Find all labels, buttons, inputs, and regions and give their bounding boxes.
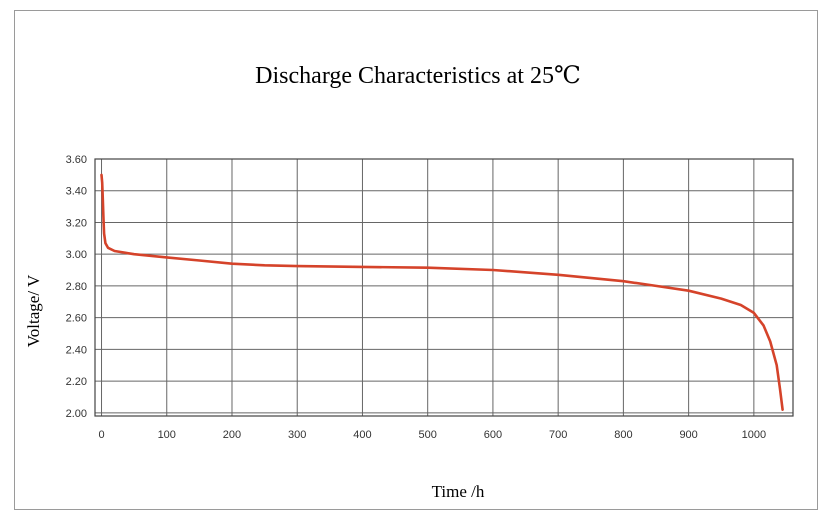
y-tick-label: 2.60 — [66, 313, 87, 325]
x-tick-label: 0 — [98, 429, 104, 441]
x-tick-label: 200 — [223, 429, 241, 441]
grid-lines — [95, 158, 793, 416]
voltage-curve — [100, 173, 784, 411]
y-tick-label: 3.20 — [66, 217, 87, 229]
x-tick-label: 700 — [549, 429, 567, 441]
y-tick-label: 2.20 — [66, 376, 87, 388]
plot-area — [94, 158, 794, 417]
data-series — [100, 173, 784, 411]
x-tick-label: 300 — [288, 429, 306, 441]
chart-frame: Discharge Characteristics at 25℃ 2.00 2.2… — [14, 10, 818, 510]
x-tick-label: 800 — [614, 429, 632, 441]
x-tick-labels: 0 100 200 300 400 500 600 700 800 900 1000 — [98, 429, 766, 441]
y-tick-labels: 2.00 2.20 2.40 2.60 2.80 3.00 3.20 3.40 3.60 — [66, 154, 87, 420]
y-tick-label: 2.80 — [66, 281, 87, 293]
x-axis-label: Time /h — [432, 482, 485, 501]
y-tick-label: 2.00 — [66, 408, 87, 420]
x-tick-label: 400 — [353, 429, 371, 441]
x-tick-label: 500 — [419, 429, 437, 441]
x-tick-label: 100 — [158, 429, 176, 441]
y-tick-label: 3.40 — [66, 186, 87, 198]
discharge-chart: Discharge Characteristics at 25℃ 2.00 2.2… — [24, 63, 794, 501]
x-tick-label: 600 — [484, 429, 502, 441]
x-tick-label: 900 — [679, 429, 697, 441]
y-axis-label: Voltage/ V — [24, 274, 43, 347]
x-tick-label: 1000 — [742, 429, 766, 441]
y-tick-label: 3.60 — [66, 154, 87, 166]
y-tick-label: 2.40 — [66, 344, 87, 356]
chart-title: Discharge Characteristics at 25℃ — [255, 63, 581, 89]
y-tick-label: 3.00 — [66, 249, 87, 261]
